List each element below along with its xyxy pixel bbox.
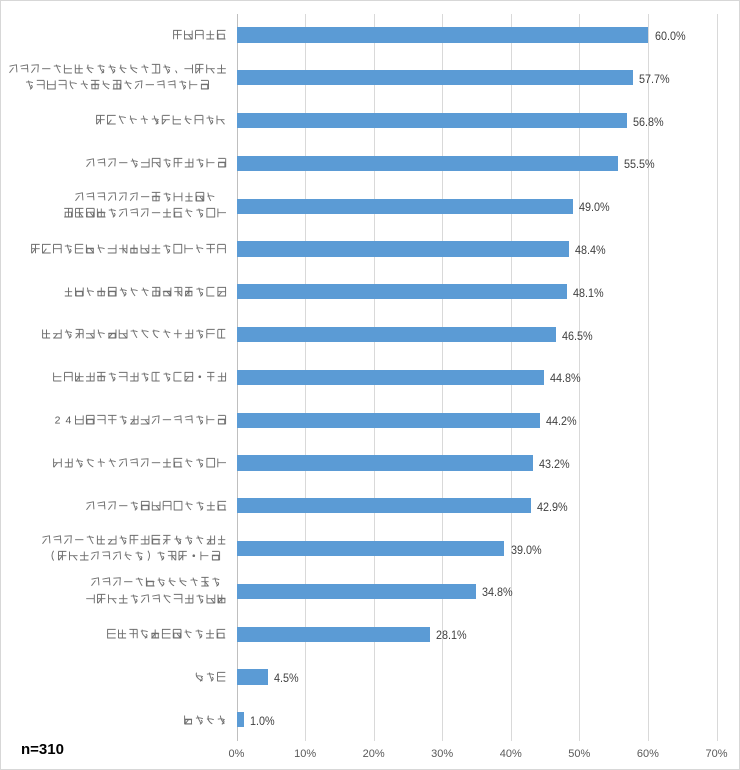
svg-text:2: 2 [54,416,60,425]
svg-text:4: 4 [65,416,71,425]
